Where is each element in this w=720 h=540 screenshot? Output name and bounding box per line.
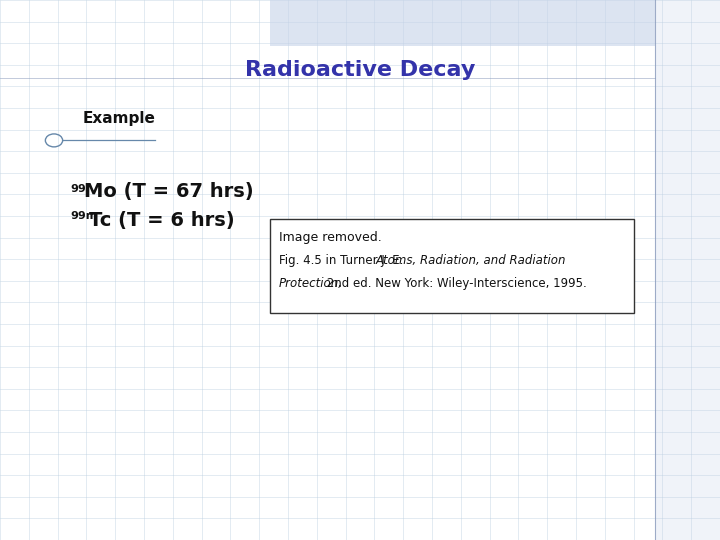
- Text: Tc (T = 6 hrs): Tc (T = 6 hrs): [89, 211, 234, 229]
- Text: 2nd ed. New York: Wiley-Interscience, 1995.: 2nd ed. New York: Wiley-Interscience, 19…: [323, 277, 587, 290]
- Bar: [270, 0, 655, 46]
- Text: Example: Example: [83, 111, 156, 126]
- Text: Image removed.: Image removed.: [279, 231, 382, 244]
- Bar: [655, 0, 720, 540]
- Text: Mo (T = 67 hrs): Mo (T = 67 hrs): [84, 182, 253, 201]
- Text: Protection,: Protection,: [279, 277, 343, 290]
- Text: 99: 99: [71, 184, 86, 194]
- Text: Fig. 4.5 in Turner J. E.: Fig. 4.5 in Turner J. E.: [279, 254, 407, 267]
- Text: 99m: 99m: [71, 211, 98, 221]
- Text: Radioactive Decay: Radioactive Decay: [245, 60, 475, 80]
- Bar: [270, 219, 634, 313]
- Text: Atoms, Radiation, and Radiation: Atoms, Radiation, and Radiation: [376, 254, 567, 267]
